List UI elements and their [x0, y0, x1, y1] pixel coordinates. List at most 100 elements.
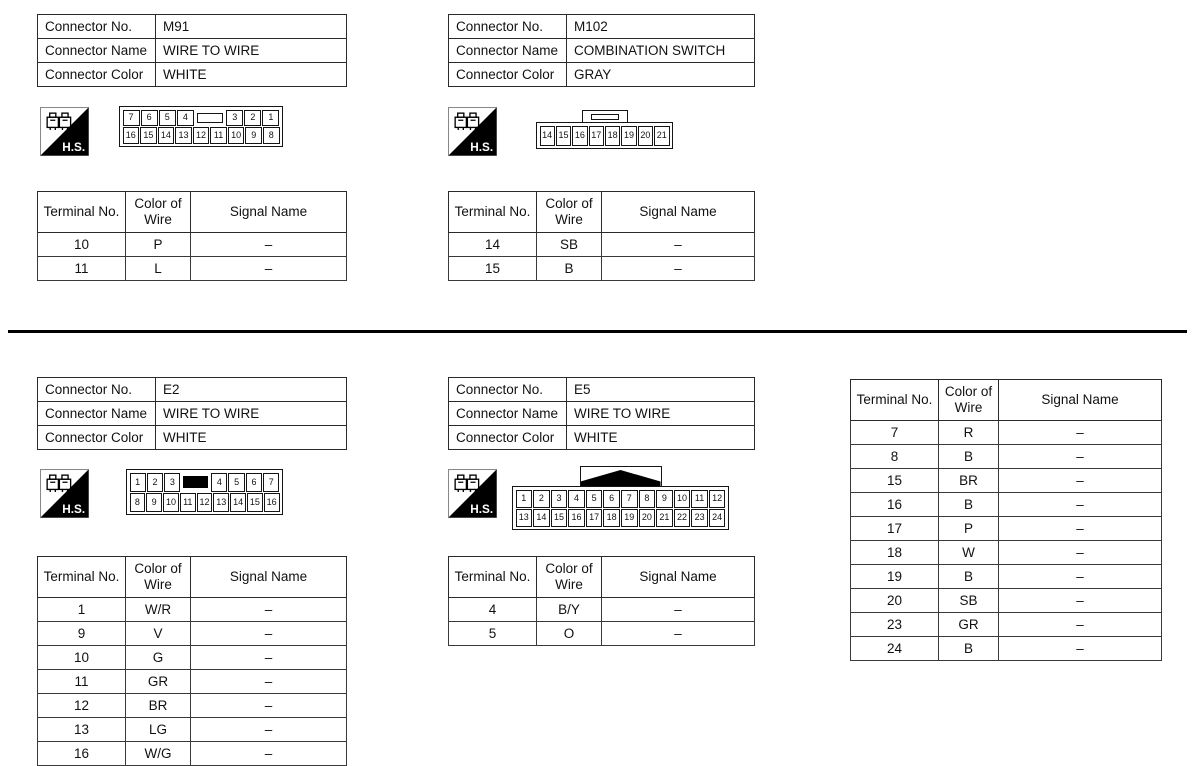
signal-name: –	[998, 636, 1162, 661]
connector-name-label: Connector Name	[448, 38, 567, 63]
wire-color: W/G	[125, 741, 191, 766]
pin-cell: 2	[533, 489, 550, 508]
pin-cell: 15	[555, 125, 572, 146]
connector-no-label: Connector No.	[448, 377, 567, 402]
keyway-filled	[183, 476, 209, 488]
connector-no-label: Connector No.	[448, 14, 567, 39]
signal-name: –	[601, 256, 755, 281]
terminal-no: 24	[850, 636, 939, 661]
color-of-wire-header: Color of Wire	[536, 556, 602, 598]
terminal-no: 1	[37, 597, 126, 622]
connector-name-value: COMBINATION SWITCH	[566, 38, 755, 63]
pin-cell: 19	[620, 508, 638, 527]
color-of-wire-header: Color of Wire	[938, 379, 999, 421]
connector-glyph-icon	[46, 112, 72, 130]
pin-cell: 6	[245, 472, 263, 492]
signal-name: –	[190, 645, 347, 670]
pin-cell: 1	[262, 109, 280, 126]
color-of-wire-header: Color of Wire	[125, 191, 191, 233]
signal-name: –	[998, 420, 1162, 445]
signal-name: –	[190, 669, 347, 694]
wire-color: LG	[125, 717, 191, 742]
wire-color: BR	[938, 468, 999, 493]
terminal-no: 17	[850, 516, 939, 541]
connector-color-value: WHITE	[155, 62, 347, 87]
terminal-row: 4 B/Y –	[448, 597, 755, 622]
wire-color: SB	[938, 588, 999, 613]
wire-color: B	[938, 444, 999, 469]
wire-color: B	[938, 492, 999, 517]
pin-cell: 13	[213, 492, 230, 512]
wire-color: W	[938, 540, 999, 565]
terminal-row: 15 BR –	[850, 468, 1162, 493]
info-row: Connector Name WIRE TO WIRE	[37, 38, 347, 63]
keyway-slot	[181, 472, 211, 492]
terminal-no: 10	[37, 232, 126, 257]
connector-color-label: Connector Color	[448, 62, 567, 87]
pin-row: 1 2 3 4 5 6 7	[129, 472, 280, 492]
terminal-no: 16	[850, 492, 939, 517]
info-row: Connector Color WHITE	[37, 425, 347, 450]
hs-icon: H.S.	[448, 469, 497, 518]
wire-color: O	[536, 621, 602, 646]
terminal-no-header: Terminal No.	[37, 191, 126, 233]
pin-cell: 16	[263, 492, 280, 512]
pin-row: 13 14 15 16 17 18 19 20 21 22 23 24	[515, 508, 726, 527]
info-row: Connector Color GRAY	[448, 62, 755, 87]
info-row: Connector Color WHITE	[448, 425, 755, 450]
pin-cell: 17	[588, 125, 604, 146]
terminal-table-m102: Terminal No. Color of Wire Signal Name 1…	[448, 191, 755, 281]
signal-name: –	[998, 516, 1162, 541]
pin-cell: 18	[605, 125, 621, 146]
wire-color: W/R	[125, 597, 191, 622]
pin-cell: 16	[122, 127, 140, 144]
pin-diagram-m91: 7 6 5 4 3 2 1 16 15 14 13 12 11 10 9 8	[119, 106, 283, 147]
terminal-no: 13	[37, 717, 126, 742]
signal-name: –	[601, 232, 755, 257]
signal-name: –	[998, 492, 1162, 517]
connector-color-label: Connector Color	[448, 425, 567, 450]
signal-name: –	[190, 256, 347, 281]
terminal-no: 18	[850, 540, 939, 565]
info-row: Connector No. E2	[37, 377, 347, 402]
terminal-row: 12 BR –	[37, 693, 347, 718]
pin-cell: 5	[585, 489, 603, 508]
pin-cell: 9	[146, 492, 163, 512]
section-divider	[8, 330, 1187, 333]
pin-cell: 14	[230, 492, 246, 512]
pin-cell: 14	[539, 125, 555, 146]
pin-cell: 19	[621, 125, 637, 146]
wire-color: SB	[536, 232, 602, 257]
connector-name-label: Connector Name	[37, 38, 156, 63]
pin-cell: 14	[157, 127, 175, 144]
pin-cell: 22	[673, 508, 691, 527]
terminal-no: 5	[448, 621, 537, 646]
terminal-row: 10 G –	[37, 645, 347, 670]
color-of-wire-header: Color of Wire	[125, 556, 191, 598]
pin-cell: 9	[245, 127, 262, 144]
wire-color: P	[938, 516, 999, 541]
pin-cell: 7	[122, 109, 140, 126]
pin-cell: 14	[533, 508, 550, 527]
connector-tab	[581, 110, 628, 122]
keyway-slot	[194, 109, 226, 126]
signal-name: –	[998, 588, 1162, 613]
pin-cell: 3	[226, 109, 244, 126]
pin-cell: 1	[129, 472, 146, 492]
pin-cell: 21	[654, 125, 670, 146]
pin-cell: 24	[708, 508, 726, 527]
connector-tab	[579, 466, 662, 486]
terminal-header-row: Terminal No. Color of Wire Signal Name	[448, 556, 755, 598]
pin-cell: 11	[691, 489, 708, 508]
pin-cell: 4	[211, 472, 228, 492]
terminal-row: 11 GR –	[37, 669, 347, 694]
pin-diagram-e2: 1 2 3 4 5 6 7 8 9 10 11 12 13 14 15 16	[126, 469, 283, 515]
hs-icon: H.S.	[448, 107, 497, 156]
pin-cell: 18	[603, 508, 620, 527]
pin-cell: 3	[550, 489, 568, 508]
signal-name: –	[601, 621, 755, 646]
signal-name-header: Signal Name	[998, 379, 1162, 421]
connector-color-value: WHITE	[155, 425, 347, 450]
terminal-row: 15 B –	[448, 256, 755, 281]
